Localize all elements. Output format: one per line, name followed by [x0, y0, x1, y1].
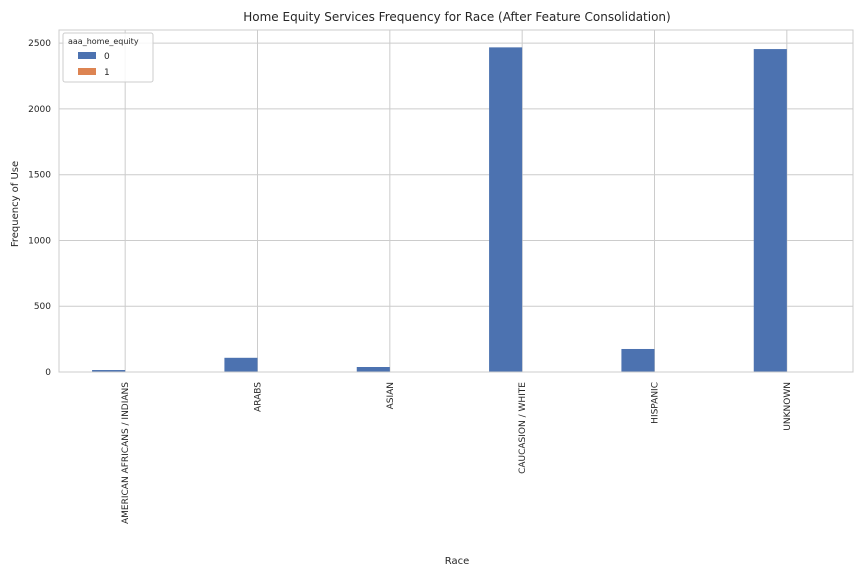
x-tick-label: ARABS [254, 382, 264, 412]
bar-0-0 [92, 370, 126, 372]
chart-title: Home Equity Services Frequency for Race … [243, 10, 670, 24]
legend-swatch-1 [78, 68, 96, 75]
x-axis-ticks: AMERICAN AFRICANS / INDIANS ARABS ASIAN CAU… [121, 382, 793, 524]
plot-area-frame [58, 29, 854, 373]
x-tick-label: HISPANIC [651, 382, 661, 424]
x-tick-label: ASIAN [386, 382, 396, 409]
legend-label: 0 [104, 52, 110, 62]
x-axis-label: Race [445, 556, 470, 567]
y-tick-label: 2500 [28, 39, 51, 49]
legend-swatch-0 [78, 52, 96, 59]
legend-title: aaa_home_equity [68, 37, 139, 46]
x-tick-label: AMERICAN AFRICANS / INDIANS [121, 382, 131, 524]
y-axis-label: Frequency of Use [10, 161, 21, 247]
bars [92, 47, 820, 373]
bar-0-2 [356, 367, 390, 372]
y-tick-label: 0 [45, 368, 51, 378]
x-tick-label: UNKNOWN [783, 382, 793, 431]
grid-lines [59, 30, 853, 373]
legend: aaa_home_equity 0 1 [62, 32, 154, 83]
bar-0-5 [753, 49, 787, 372]
y-tick-label: 1500 [28, 171, 51, 181]
y-axis-ticks: 0 500 1000 1500 2000 2500 [28, 39, 51, 378]
y-tick-label: 500 [34, 302, 51, 312]
y-tick-label: 2000 [28, 105, 51, 115]
bar-0-4 [621, 348, 655, 372]
y-tick-label: 1000 [28, 236, 51, 246]
legend-label: 1 [104, 68, 110, 78]
x-tick-label: CAUCASION / WHITE [518, 382, 528, 474]
bar-0-1 [224, 357, 258, 372]
bar-0-3 [489, 47, 523, 373]
